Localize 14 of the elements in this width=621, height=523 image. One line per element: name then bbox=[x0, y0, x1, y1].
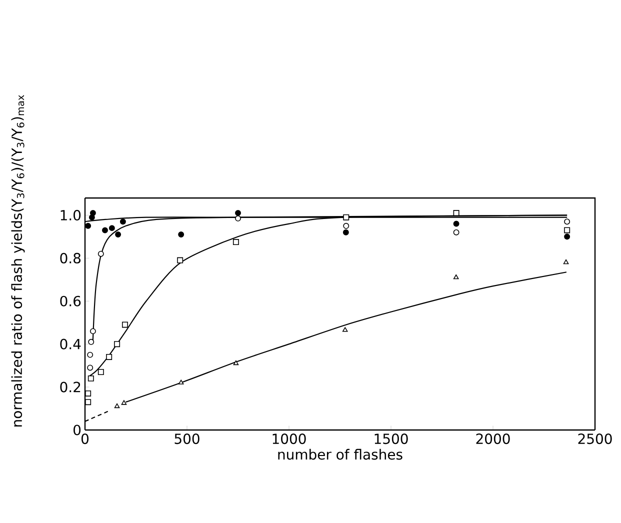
text: normalized ratio of flash yields(Y$_{3}$/Y$_{6}$)/(Y$_{3}$/Y$_{6}$)$_{max}$ bbox=[11, 95, 25, 426]
y-tick-label: 0.6 bbox=[60, 296, 81, 306]
x-tick-label: 1000 bbox=[272, 434, 306, 444]
y-tick-label: 0 bbox=[74, 424, 81, 436]
x-tick-label: 1500 bbox=[374, 434, 408, 444]
y-tick-label: 1.0 bbox=[60, 210, 81, 220]
x-tick-label: 2500 bbox=[578, 434, 612, 444]
x-tick-label: 0 bbox=[81, 434, 89, 444]
x-tick-label: 2000 bbox=[476, 434, 510, 444]
y-tick-label: 0.8 bbox=[60, 252, 81, 264]
y-tick-label: 0.4 bbox=[60, 338, 81, 350]
x-tick-label: 500 bbox=[174, 434, 200, 444]
x-axis-title: number of flashes bbox=[278, 448, 402, 460]
y-tick-label: 0.2 bbox=[60, 382, 80, 392]
